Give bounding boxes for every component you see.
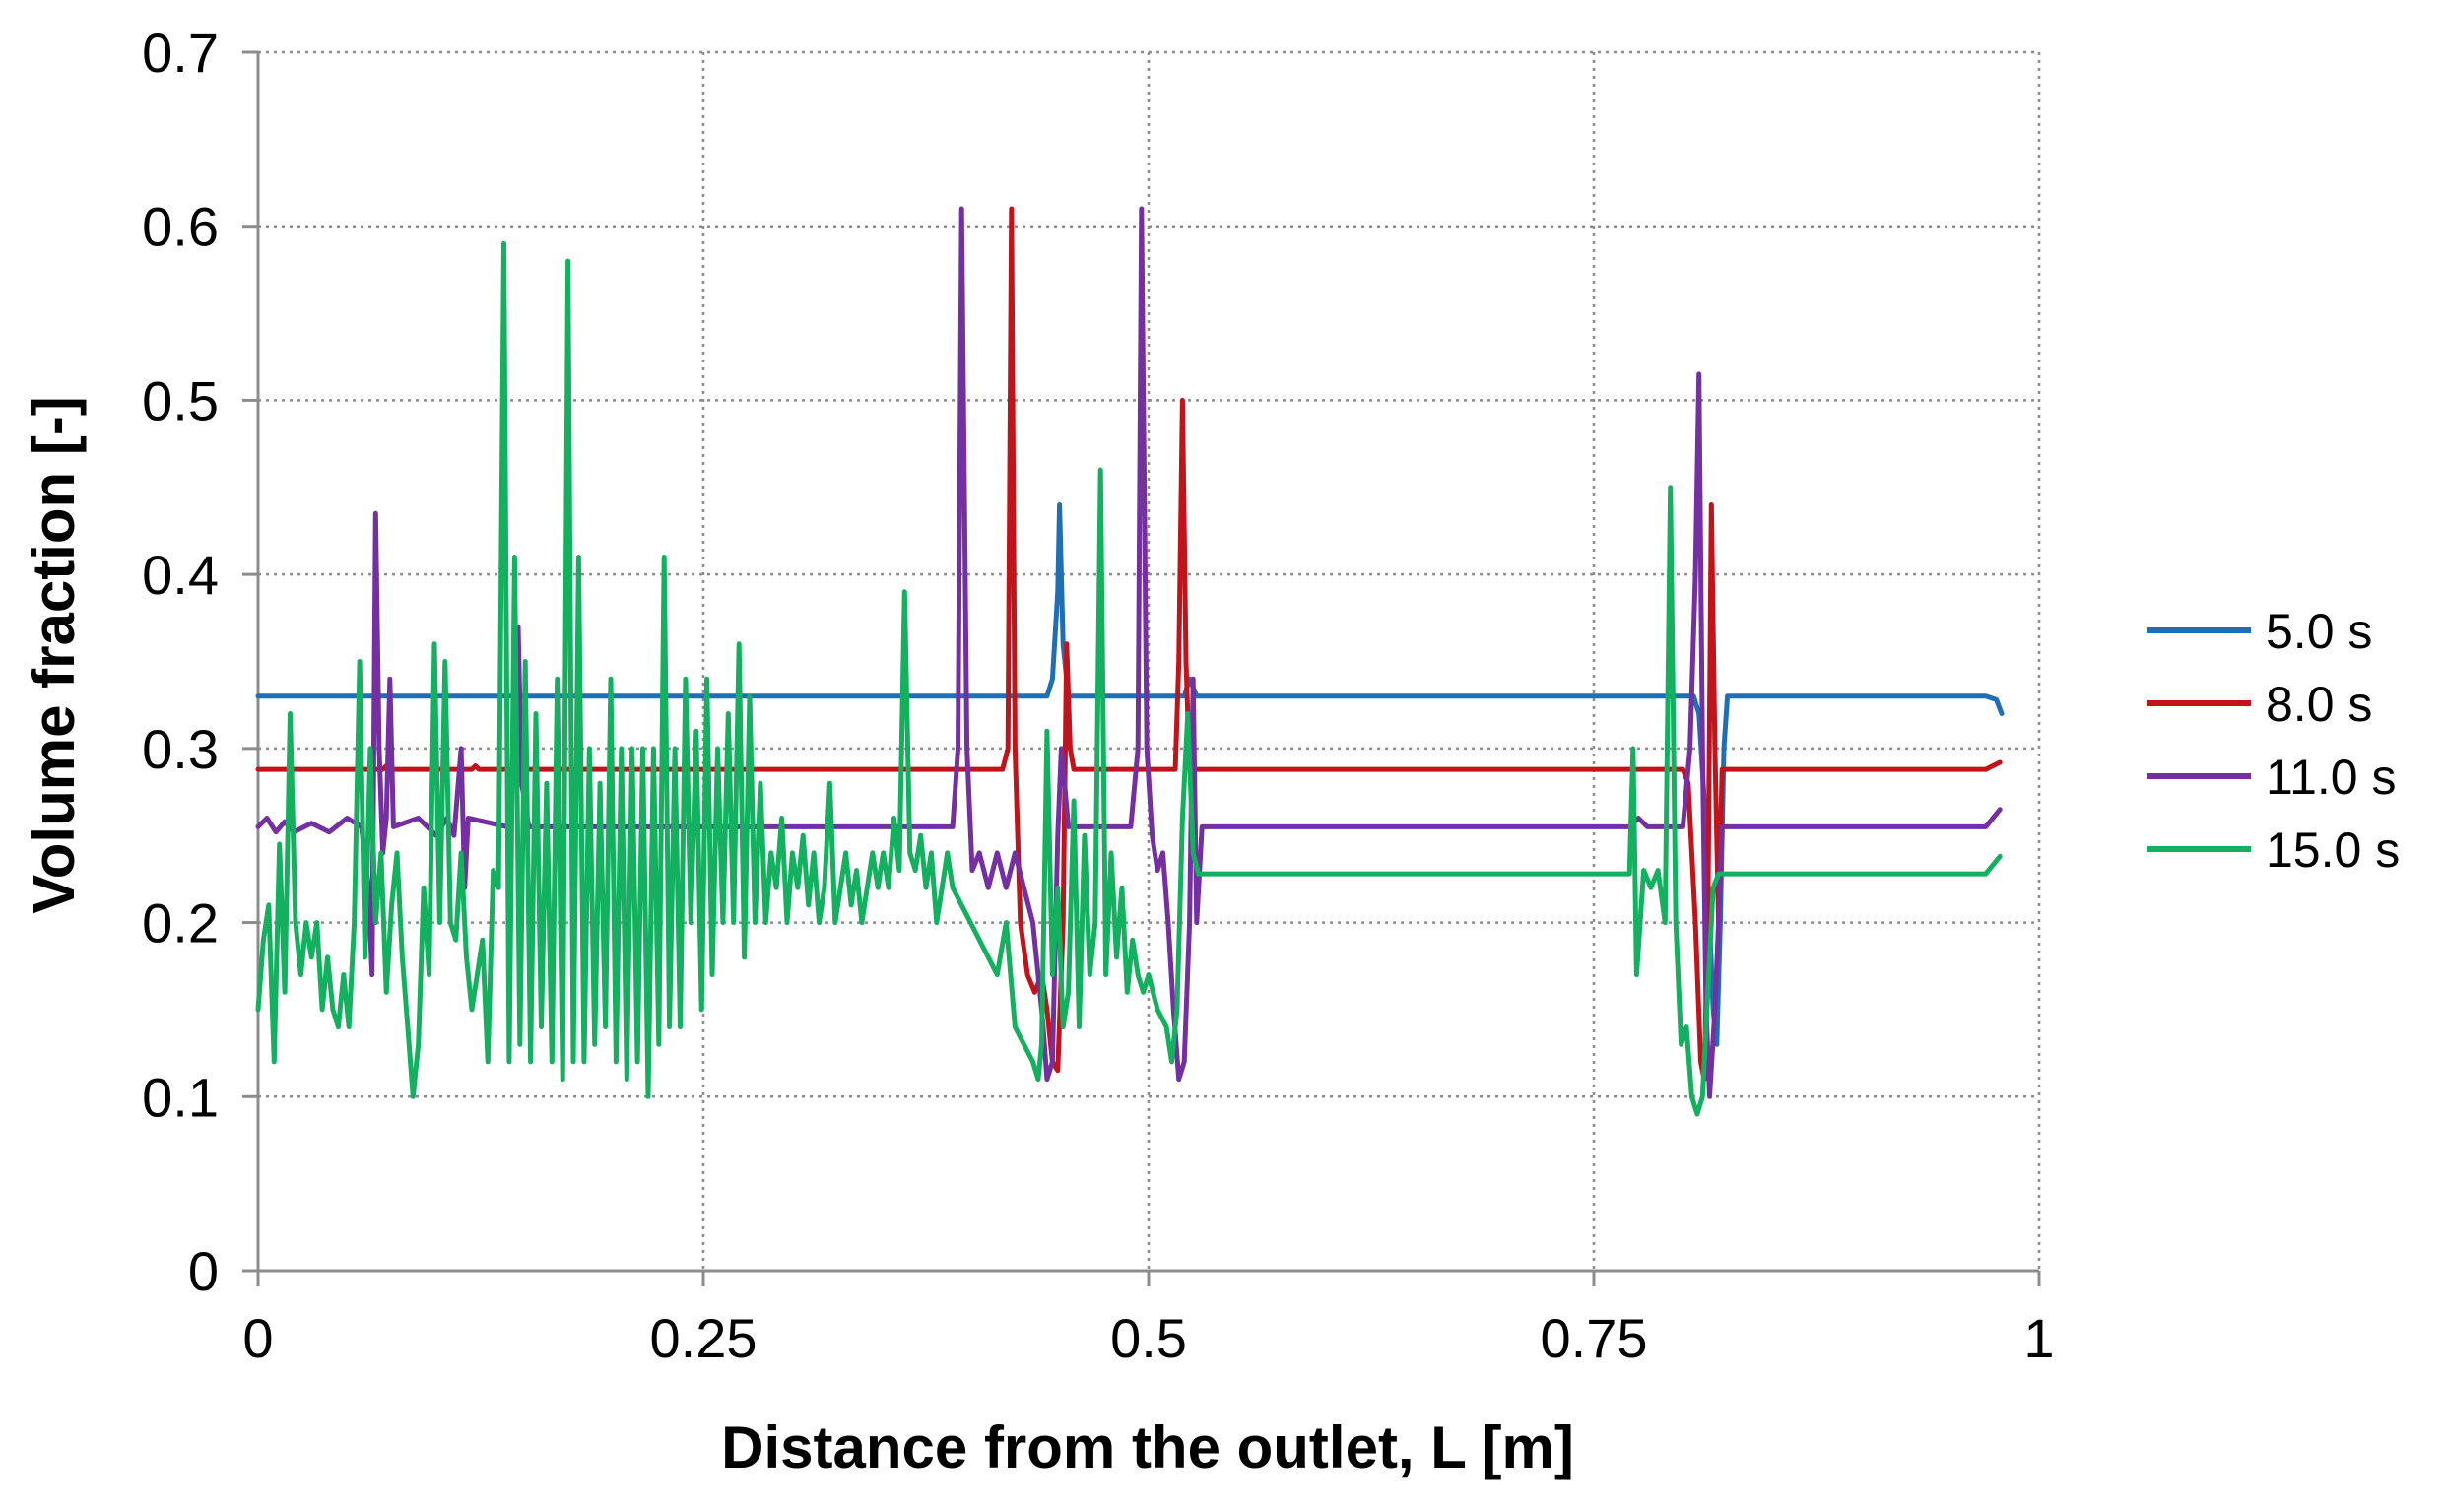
- y-axis-title: Volume fraction [-]: [21, 396, 87, 914]
- legend-label: 5.0 s: [2266, 604, 2372, 659]
- tick-labels: 0 0.1 0.2 0.3 0.4 0.5 0.6 0.7 0 0.25 0.5 0.75 1: [142, 22, 2054, 1369]
- series-line-1: [255, 502, 2005, 1047]
- x-tick-label: 0: [242, 1307, 273, 1369]
- x-tick-label: 0.75: [1541, 1307, 1648, 1369]
- axes: [242, 50, 2041, 1286]
- y-tick-label: 0.6: [142, 196, 219, 258]
- x-axis-title: Distance from the outlet, L [m]: [721, 1414, 1574, 1480]
- x-tick-label: 1: [2023, 1307, 2054, 1369]
- series-lines: [255, 206, 2005, 1117]
- legend-label: 15.0 s: [2266, 822, 2400, 878]
- x-tick-label: 0.5: [1110, 1307, 1187, 1369]
- y-tick-label: 0.1: [142, 1066, 219, 1128]
- x-tick-label: 0.25: [650, 1307, 758, 1369]
- y-tick-label: 0.5: [142, 369, 219, 431]
- y-tick-label: 0.4: [142, 544, 219, 606]
- y-tick-label: 0.3: [142, 718, 219, 780]
- series-line-4: [255, 240, 2003, 1117]
- y-tick-label: 0: [188, 1240, 219, 1302]
- y-tick-label: 0.7: [142, 22, 219, 84]
- legend-label: 8.0 s: [2266, 677, 2372, 732]
- legend: 5.0 s 8.0 s 11.0 s 15.0 s: [2147, 604, 2400, 878]
- y-tick-label: 0.2: [142, 892, 219, 954]
- grid-lines: [258, 50, 2041, 1271]
- legend-label: 11.0 s: [2266, 750, 2397, 805]
